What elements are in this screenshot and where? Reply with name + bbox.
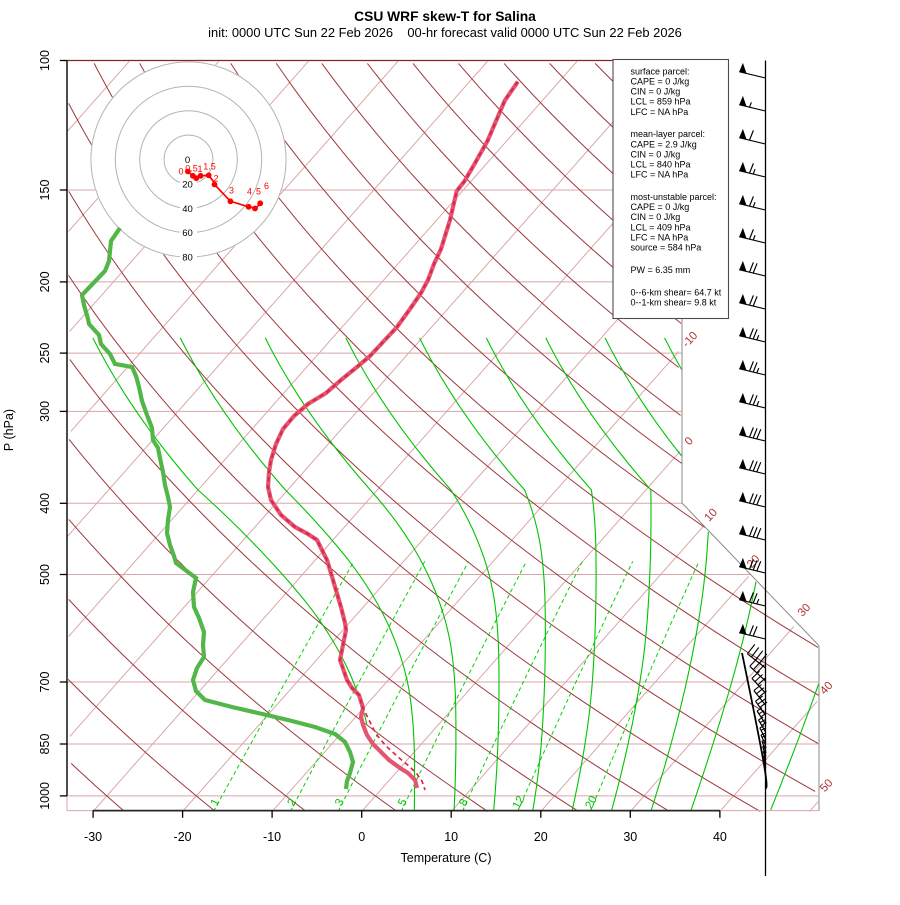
svg-text:10: 10 xyxy=(444,830,458,844)
svg-text:6: 6 xyxy=(264,181,269,191)
svg-text:1: 1 xyxy=(197,164,202,174)
svg-text:source = 584 hPa: source = 584 hPa xyxy=(631,243,702,253)
svg-text:init: 0000 UTC Sun 22 Feb 2026: init: 0000 UTC Sun 22 Feb 2026 00-hr for… xyxy=(208,25,682,40)
svg-text:mean-layer parcel:: mean-layer parcel: xyxy=(631,129,706,139)
svg-text:0.5: 0.5 xyxy=(185,164,198,174)
svg-text:5: 5 xyxy=(256,187,261,197)
svg-text:150: 150 xyxy=(38,180,52,201)
svg-text:CAPE = 2.9 J/kg: CAPE = 2.9 J/kg xyxy=(631,139,697,149)
svg-text:LCL = 859 hPa: LCL = 859 hPa xyxy=(631,97,691,107)
svg-text:CIN = 0 J/kg: CIN = 0 J/kg xyxy=(631,87,681,97)
svg-text:CIN = 0 J/kg: CIN = 0 J/kg xyxy=(631,212,681,222)
svg-text:0--1-km shear= 9.8 kt: 0--1-km shear= 9.8 kt xyxy=(631,297,717,307)
svg-text:60: 60 xyxy=(182,228,193,239)
svg-text:1.5: 1.5 xyxy=(203,162,216,172)
svg-text:CSU WRF skew-T for Salina: CSU WRF skew-T for Salina xyxy=(354,9,536,24)
svg-text:20: 20 xyxy=(534,830,548,844)
svg-text:CAPE = 0 J/kg: CAPE = 0 J/kg xyxy=(631,202,690,212)
svg-text:LCL = 840 hPa: LCL = 840 hPa xyxy=(631,160,691,170)
svg-text:0--6-km shear= 64.7 kt: 0--6-km shear= 64.7 kt xyxy=(631,287,722,297)
svg-text:0: 0 xyxy=(358,830,365,844)
svg-text:-30: -30 xyxy=(84,830,102,844)
svg-text:500: 500 xyxy=(38,564,52,585)
svg-text:Temperature (C): Temperature (C) xyxy=(401,851,492,865)
svg-text:LCL = 409 hPa: LCL = 409 hPa xyxy=(631,222,691,232)
svg-text:100: 100 xyxy=(38,50,52,71)
svg-text:400: 400 xyxy=(38,493,52,514)
svg-text:LFC = NA hPa: LFC = NA hPa xyxy=(631,170,689,180)
svg-text:-10: -10 xyxy=(263,830,281,844)
svg-text:LFC = NA hPa: LFC = NA hPa xyxy=(631,232,689,242)
svg-text:20: 20 xyxy=(182,179,193,190)
svg-text:1000: 1000 xyxy=(38,782,52,810)
svg-text:700: 700 xyxy=(38,672,52,693)
svg-text:CAPE = 0 J/kg: CAPE = 0 J/kg xyxy=(631,77,690,87)
svg-text:4: 4 xyxy=(247,187,252,197)
svg-text:80: 80 xyxy=(182,253,193,264)
svg-text:P (hPa): P (hPa) xyxy=(2,409,16,451)
svg-text:30: 30 xyxy=(623,830,637,844)
svg-text:-20: -20 xyxy=(174,830,192,844)
svg-text:250: 250 xyxy=(38,343,52,364)
svg-text:3: 3 xyxy=(229,186,234,196)
svg-text:0: 0 xyxy=(178,167,183,177)
svg-text:2: 2 xyxy=(213,174,218,184)
svg-text:40: 40 xyxy=(713,830,727,844)
svg-text:300: 300 xyxy=(38,401,52,422)
svg-text:PW = 6.35 mm: PW = 6.35 mm xyxy=(631,265,691,275)
svg-text:40: 40 xyxy=(182,204,193,215)
svg-text:200: 200 xyxy=(38,271,52,292)
svg-text:CIN = 0 J/kg: CIN = 0 J/kg xyxy=(631,149,681,159)
svg-text:surface parcel:: surface parcel: xyxy=(631,66,690,76)
svg-text:850: 850 xyxy=(38,734,52,755)
svg-text:LFC = NA hPa: LFC = NA hPa xyxy=(631,107,689,117)
svg-text:most-unstable parcel:: most-unstable parcel: xyxy=(631,192,717,202)
